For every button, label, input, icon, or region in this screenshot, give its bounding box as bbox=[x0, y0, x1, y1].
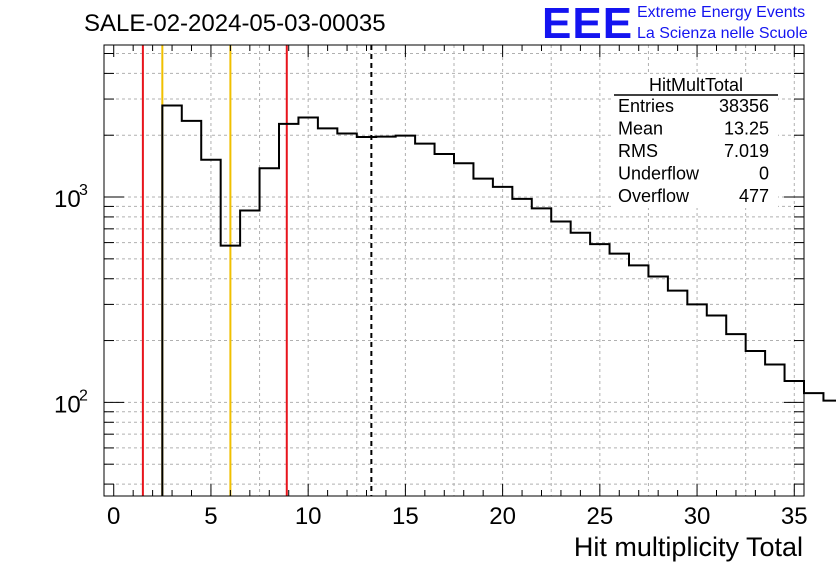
stats-row-label: Entries bbox=[618, 96, 674, 116]
histogram-bin bbox=[590, 244, 609, 496]
histogram-bin bbox=[318, 128, 337, 496]
histogram-bin bbox=[473, 179, 492, 496]
stats-title: HitMultTotal bbox=[649, 75, 743, 95]
histogram-bin bbox=[648, 277, 667, 496]
histogram-bin bbox=[804, 393, 823, 496]
x-tick-label: 0 bbox=[107, 503, 120, 530]
stats-row-label: Underflow bbox=[618, 164, 700, 184]
histogram-bin bbox=[415, 144, 434, 496]
histogram-bin bbox=[532, 208, 551, 496]
histogram-outline bbox=[161, 104, 836, 496]
x-tick-label: 35 bbox=[781, 503, 808, 530]
histogram-bin bbox=[707, 315, 726, 496]
histogram-bin bbox=[376, 137, 395, 496]
eee-logo: EEE bbox=[542, 0, 634, 48]
x-tick-label: 25 bbox=[586, 503, 613, 530]
x-axis-label: Hit multiplicity Total bbox=[573, 532, 803, 562]
histogram-bin bbox=[260, 168, 279, 496]
x-tick-label: 5 bbox=[204, 503, 217, 530]
stats-row-value: 38356 bbox=[719, 96, 769, 116]
stats-row-value: 0 bbox=[759, 164, 769, 184]
histogram-bin bbox=[687, 304, 706, 496]
histogram-bin bbox=[221, 246, 240, 496]
histogram-bin bbox=[785, 381, 804, 496]
histogram-bin bbox=[668, 291, 687, 496]
histogram-bin bbox=[571, 233, 590, 496]
histogram-bin bbox=[396, 136, 415, 496]
chart-title: SALE-02-2024-05-03-00035 bbox=[84, 10, 386, 37]
histogram-bin bbox=[823, 401, 836, 496]
y-tick-base: 10 bbox=[54, 186, 81, 213]
histogram-bin bbox=[551, 222, 570, 496]
y-tick-base: 10 bbox=[54, 391, 81, 418]
logo-line-1: Extreme Energy Events bbox=[637, 4, 806, 21]
histogram-bin bbox=[610, 254, 629, 496]
histogram-bin bbox=[629, 265, 648, 496]
histogram-bin bbox=[337, 133, 356, 496]
plot-frame bbox=[103, 44, 805, 497]
y-tick-exponent: 3 bbox=[79, 182, 88, 199]
histogram-bin bbox=[298, 117, 317, 496]
logo-line-2: La Scienza nelle Scuole bbox=[637, 25, 808, 42]
stats-row-value: 7.019 bbox=[724, 141, 769, 161]
histogram-bin bbox=[454, 163, 473, 496]
x-axis-ticks: 0 5 10 15 20 25 30 35 bbox=[107, 45, 808, 530]
stats-box-background bbox=[614, 74, 778, 208]
y-tick-label: 103 bbox=[54, 182, 88, 213]
stats-row-label: Overflow bbox=[618, 186, 690, 206]
histogram-bin bbox=[493, 187, 512, 496]
y-tick-label: 102 bbox=[54, 387, 88, 418]
histogram-bin bbox=[357, 137, 376, 496]
histogram-bin bbox=[279, 124, 298, 496]
histogram-bin bbox=[240, 210, 259, 496]
histogram-bin bbox=[765, 364, 784, 496]
x-tick-label: 10 bbox=[295, 503, 322, 530]
x-tick-label: 30 bbox=[684, 503, 711, 530]
histogram-bin bbox=[746, 351, 765, 496]
histogram-bin bbox=[726, 334, 745, 496]
histogram-bin bbox=[162, 106, 181, 496]
y-tick-exponent: 2 bbox=[79, 387, 88, 404]
stats-row-value: 477 bbox=[739, 186, 769, 206]
histogram-bin bbox=[512, 199, 531, 496]
histogram-bin bbox=[435, 154, 454, 496]
stats-row-label: Mean bbox=[618, 119, 663, 139]
stats-row-value: 13.25 bbox=[724, 119, 769, 139]
x-tick-label: 20 bbox=[489, 503, 516, 530]
stats-row-label: RMS bbox=[618, 141, 658, 161]
x-tick-label: 15 bbox=[392, 503, 419, 530]
histogram-bin bbox=[182, 121, 201, 496]
histogram-bin bbox=[201, 160, 220, 496]
